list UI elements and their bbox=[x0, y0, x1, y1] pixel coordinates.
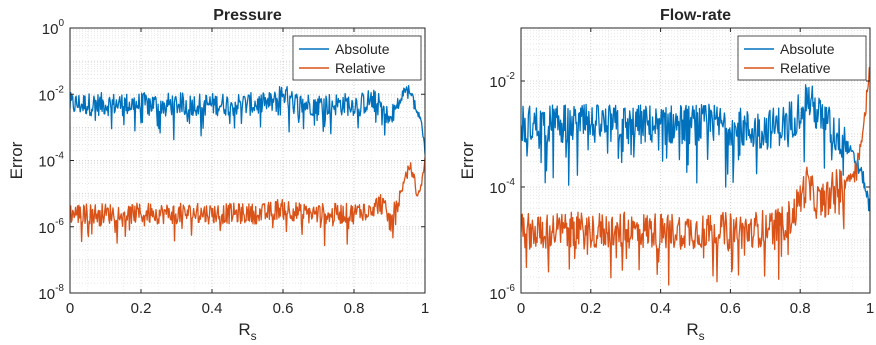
legend-label-absolute: Absolute bbox=[780, 41, 835, 57]
y-axis-label: Error bbox=[458, 141, 477, 179]
chart-panel-1: 0 0.2 0.4 0.6 0.8 1 10-6 10-4 10-2 Flow-rate Rs Err… bbox=[458, 7, 874, 343]
x-tick-label: 0.6 bbox=[720, 300, 741, 317]
x-tick-label: 0.4 bbox=[202, 300, 223, 317]
x-tick-label: 0.8 bbox=[344, 300, 365, 317]
series-line-relative bbox=[70, 157, 425, 247]
x-axis-label: Rs bbox=[238, 320, 256, 343]
x-tick-label: 0 bbox=[517, 300, 525, 317]
series-line-absolute bbox=[521, 84, 870, 212]
legend-label-absolute: Absolute bbox=[335, 41, 390, 57]
y-tick-label: 10-4 bbox=[38, 151, 64, 171]
legend: Absolute Relative bbox=[737, 35, 867, 81]
axes-box bbox=[520, 27, 871, 294]
chart-title: Flow-rate bbox=[660, 7, 731, 24]
legend: Absolute Relative bbox=[292, 35, 422, 81]
y-tick-label: 100 bbox=[42, 18, 65, 38]
x-tick-label: 0.2 bbox=[131, 300, 152, 317]
chart-panel-0: 0 0.2 0.4 0.6 0.8 1 10-8 10-6 10-4 10-2 100 Pressur… bbox=[7, 7, 429, 343]
x-tick-label: 0 bbox=[66, 300, 74, 317]
x-axis-label: Rs bbox=[686, 320, 704, 343]
x-tick-label: 0.4 bbox=[650, 300, 671, 317]
series-line-absolute bbox=[70, 85, 425, 155]
y-tick-label: 10-8 bbox=[38, 283, 64, 303]
x-tick-label: 0.6 bbox=[273, 300, 294, 317]
y-tick-label: 10-6 bbox=[38, 217, 64, 237]
y-tick-label: 10-2 bbox=[489, 71, 515, 91]
y-tick-label: 10-2 bbox=[38, 84, 64, 104]
x-tick-label: 0.8 bbox=[790, 300, 811, 317]
y-tick-label: 10-6 bbox=[489, 283, 515, 303]
legend-box bbox=[737, 35, 867, 81]
x-tick-label: 1 bbox=[866, 300, 874, 317]
legend-label-relative: Relative bbox=[335, 60, 386, 76]
legend-box bbox=[292, 35, 422, 81]
x-tick-label: 1 bbox=[421, 300, 429, 317]
y-tick-label: 10-4 bbox=[489, 177, 515, 197]
series-line-relative bbox=[521, 66, 870, 286]
y-axis-label: Error bbox=[7, 141, 26, 179]
chart-title: Pressure bbox=[213, 7, 282, 24]
x-tick-label: 0.2 bbox=[580, 300, 601, 317]
legend-label-relative: Relative bbox=[780, 60, 831, 76]
